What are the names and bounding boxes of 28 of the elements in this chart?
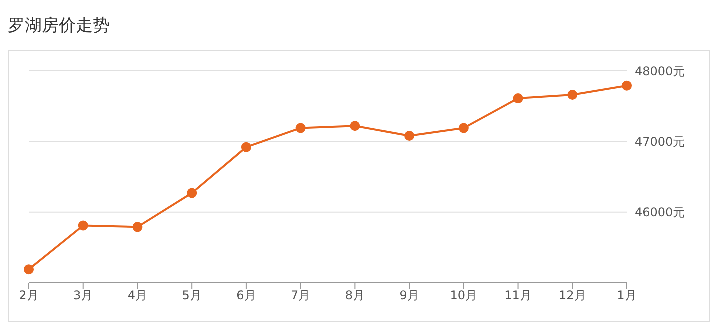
chart-title: 罗湖房价走势 [8, 15, 111, 38]
x-tick-label: 5月 [182, 288, 202, 303]
x-tick-label: 12月 [558, 288, 586, 303]
point [187, 188, 198, 198]
x-tick-label: 7月 [291, 288, 311, 303]
x-tick-label: 8月 [345, 288, 365, 303]
point [513, 94, 524, 104]
point [622, 80, 632, 91]
y-tick-label: 46000元 [635, 206, 686, 220]
x-tick-label: 4月 [128, 288, 148, 303]
point [24, 264, 34, 275]
point [458, 123, 469, 134]
x-tick-label: 10月 [450, 288, 478, 303]
y-tick-label: 48000元 [635, 64, 686, 78]
point [296, 123, 306, 134]
point [241, 142, 252, 152]
point [132, 222, 143, 232]
point [568, 90, 578, 100]
point [404, 131, 415, 142]
point [350, 121, 360, 132]
x-tick-label: 11月 [504, 288, 532, 303]
x-tick-label: 1月 [617, 288, 637, 303]
x-tick-label: 2月 [19, 288, 39, 303]
y-tick-label: 47000元 [635, 134, 686, 149]
x-tick-label: 6月 [236, 288, 256, 303]
x-tick-label: 3月 [74, 288, 94, 303]
point [78, 220, 88, 231]
x-tick-label: 9月 [400, 288, 420, 303]
